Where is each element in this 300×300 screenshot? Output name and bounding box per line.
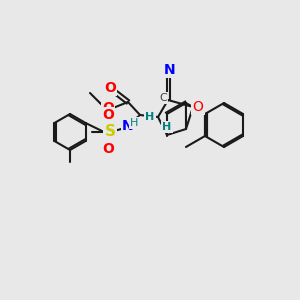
Text: O: O xyxy=(104,81,116,95)
Text: H: H xyxy=(130,118,138,128)
Text: O: O xyxy=(102,101,114,115)
Text: S: S xyxy=(104,124,116,140)
Text: O: O xyxy=(102,108,114,122)
Text: C: C xyxy=(159,93,167,103)
Polygon shape xyxy=(124,115,140,130)
Text: N: N xyxy=(164,63,176,77)
Text: O: O xyxy=(102,142,114,156)
Text: O: O xyxy=(193,100,203,114)
Text: H: H xyxy=(162,122,172,132)
Text: N: N xyxy=(122,119,134,133)
Text: H: H xyxy=(146,112,154,122)
